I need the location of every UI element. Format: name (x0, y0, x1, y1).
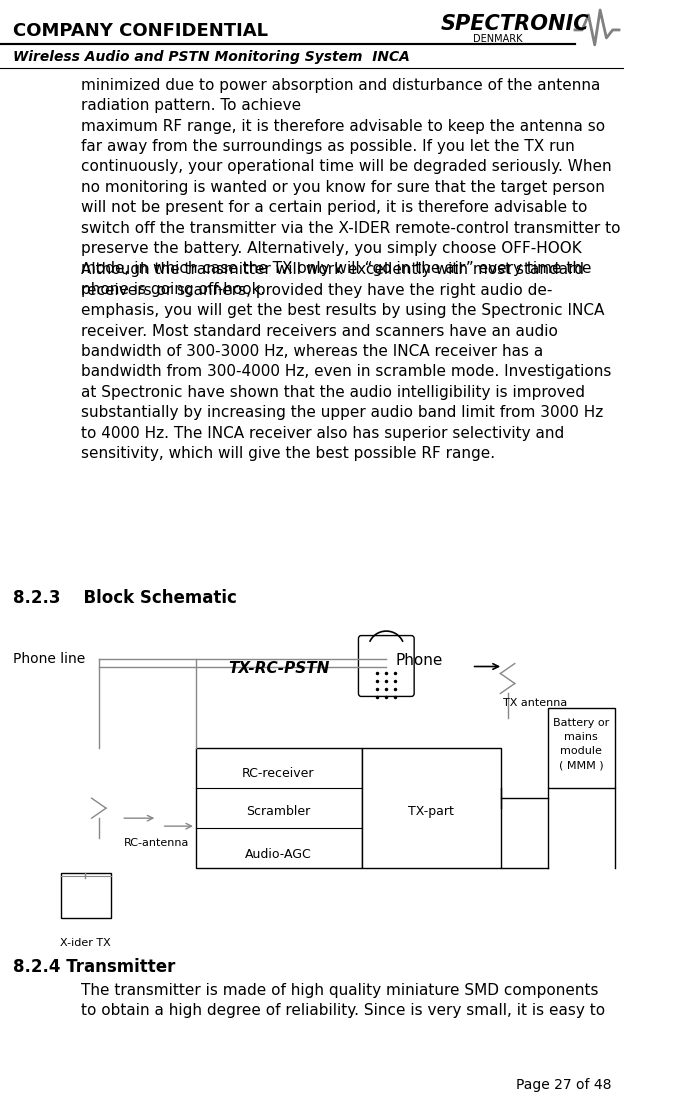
Text: SPECTRONIC: SPECTRONIC (440, 14, 589, 34)
Text: minimized due to power absorption and disturbance of the antenna
radiation patte: minimized due to power absorption and di… (81, 78, 621, 297)
Bar (362, 748, 501, 868)
Text: COMPANY CONFIDENTIAL: COMPANY CONFIDENTIAL (13, 22, 268, 39)
Text: Page 27 of 48: Page 27 of 48 (516, 1077, 612, 1092)
Bar (548, 708, 615, 788)
Text: Phone: Phone (395, 653, 443, 668)
Text: DENMARK: DENMARK (473, 34, 523, 44)
Text: Wireless Audio and PSTN Monitoring System  INCA: Wireless Audio and PSTN Monitoring Syste… (13, 50, 409, 64)
Text: TX-RC-PSTN: TX-RC-PSTN (228, 661, 329, 676)
Text: 8.2.3    Block Schematic: 8.2.3 Block Schematic (13, 589, 236, 607)
Text: RC-receiver: RC-receiver (243, 766, 315, 780)
Text: X-ider TX: X-ider TX (60, 938, 111, 948)
Bar (61, 873, 111, 918)
FancyBboxPatch shape (359, 635, 414, 696)
Text: Scrambler: Scrambler (246, 805, 311, 818)
Text: The transmitter is made of high quality miniature SMD components
to obtain a hig: The transmitter is made of high quality … (81, 983, 605, 1018)
Text: TX-part: TX-part (408, 805, 454, 818)
Text: Audio-AGC: Audio-AGC (245, 848, 312, 861)
Bar (196, 748, 362, 868)
Text: RC-antenna: RC-antenna (124, 838, 189, 849)
Text: 8.2.4 Transmitter: 8.2.4 Transmitter (13, 958, 175, 976)
Text: TX antenna: TX antenna (503, 699, 567, 708)
Text: Battery or
mains
module
( MMM ): Battery or mains module ( MMM ) (553, 718, 610, 771)
Text: Phone line: Phone line (13, 652, 85, 666)
Text: Although the transmitter will work excellently with most standard
receivers or s: Although the transmitter will work excel… (81, 263, 611, 461)
